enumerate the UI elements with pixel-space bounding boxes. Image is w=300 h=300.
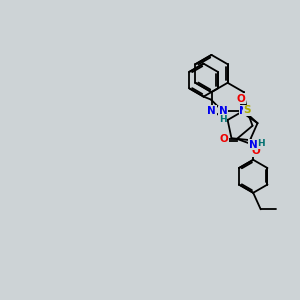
- Text: N: N: [239, 106, 248, 116]
- Text: O: O: [220, 134, 229, 144]
- Text: N: N: [249, 140, 258, 150]
- Text: N: N: [239, 106, 248, 116]
- Text: H: H: [219, 115, 227, 124]
- Text: N: N: [207, 106, 216, 116]
- Text: H: H: [257, 139, 265, 148]
- Text: N: N: [218, 106, 227, 116]
- Text: O: O: [236, 94, 245, 104]
- Text: O: O: [252, 146, 261, 156]
- Text: S: S: [243, 105, 251, 116]
